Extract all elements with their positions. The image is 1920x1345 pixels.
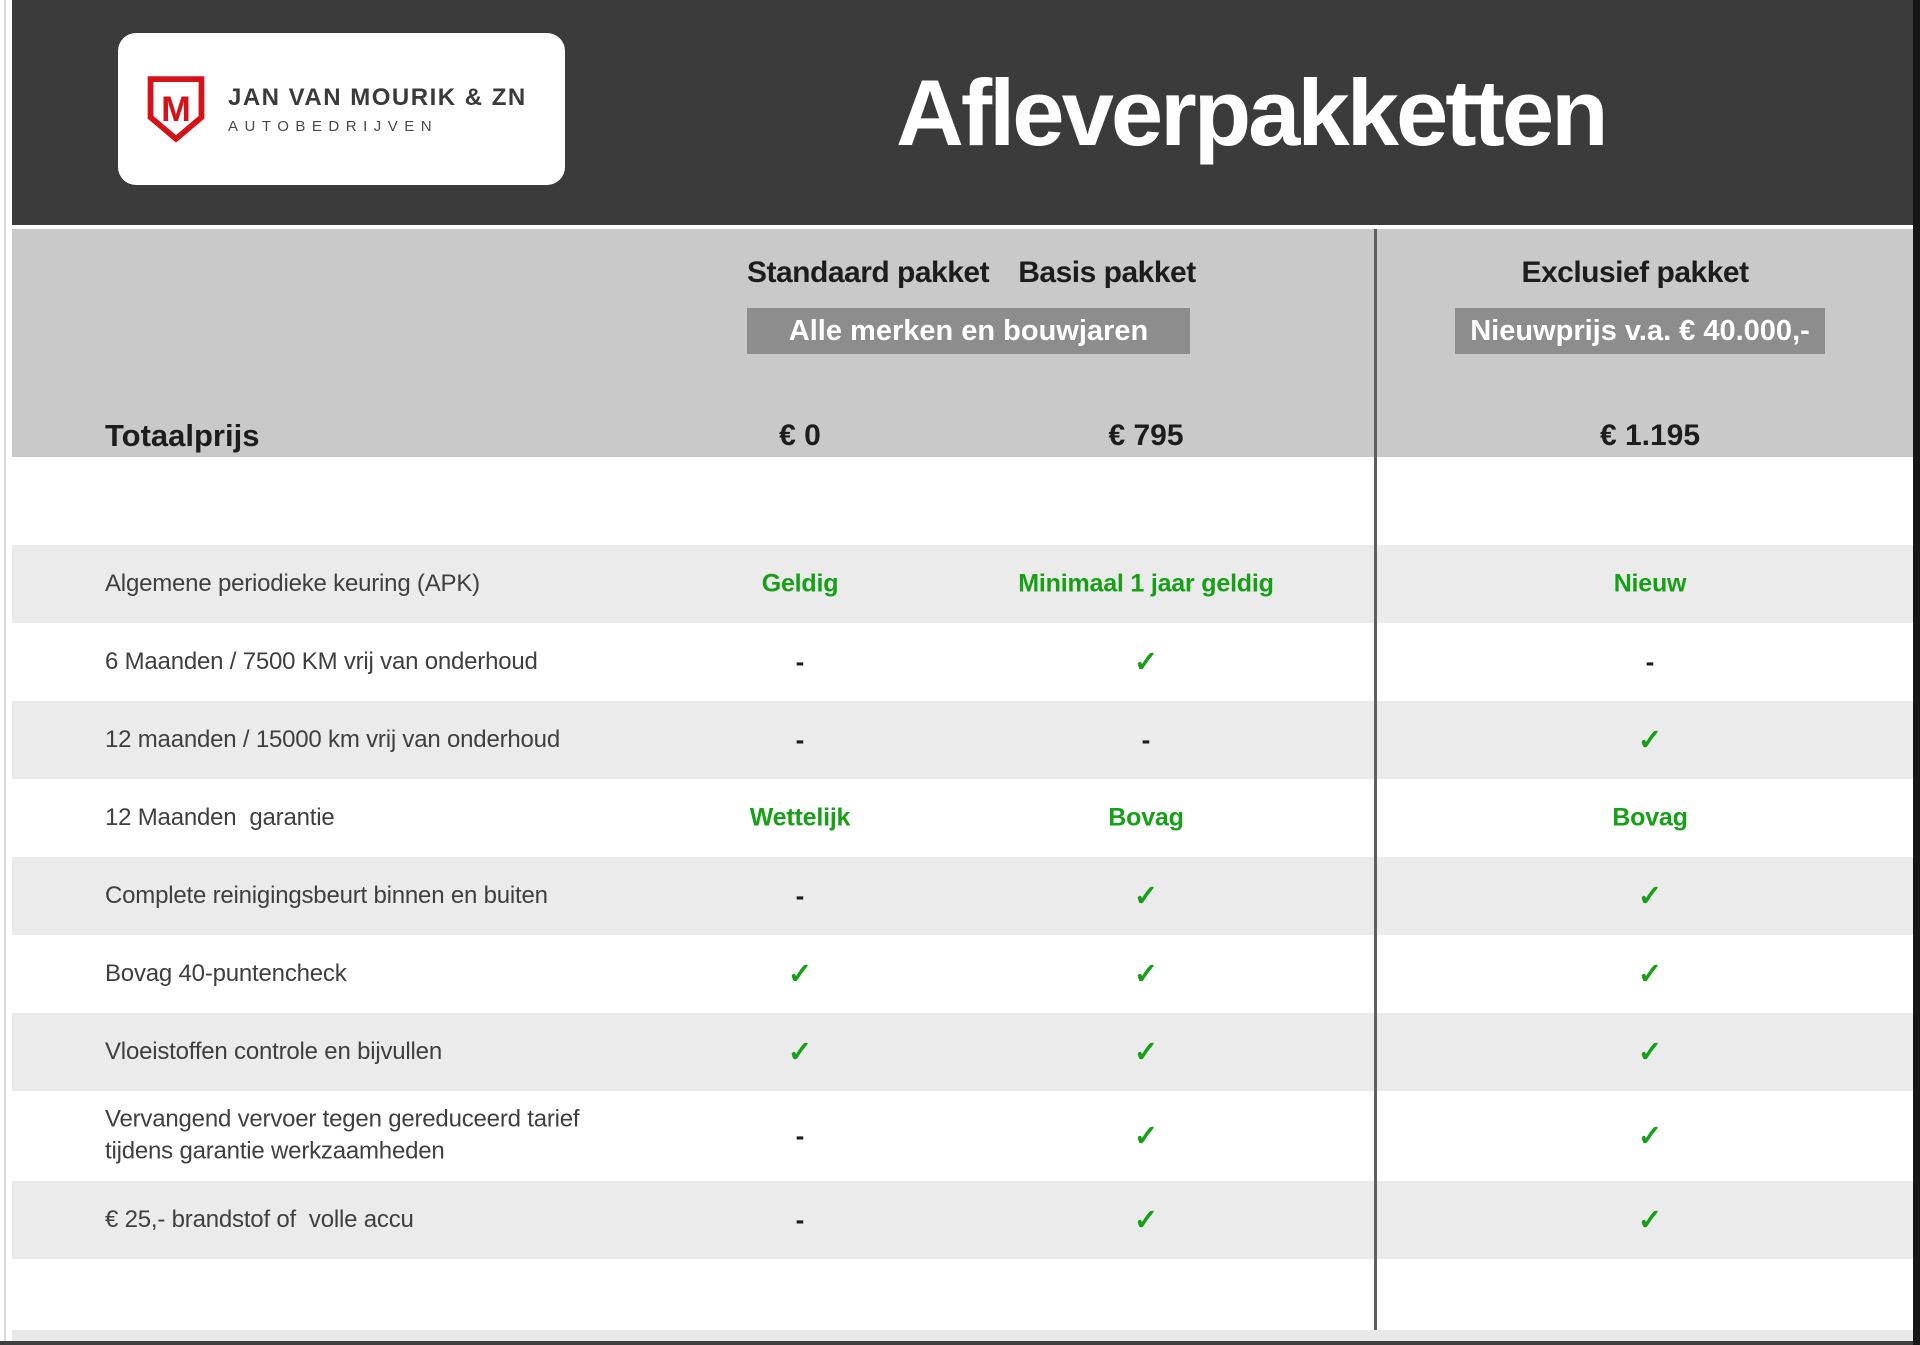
column-header-exclusief: Exclusief pakket [1521,256,1749,289]
table-row: Vloeistoffen controle en bijvullen ✓ ✓ ✓ [12,1013,1916,1091]
brand-shield-icon: M [147,76,205,143]
cell-basis-check-icon: ✓ [1133,1120,1159,1153]
column-divider [1374,229,1377,1342]
column-header-basis: Basis pakket [1018,256,1196,289]
total-price-label: Totaalprijs [105,418,260,453]
right-edge-line [1913,0,1920,1345]
cell-exclusief-value: Nieuw [1613,569,1687,598]
cell-basis-check-icon: ✓ [1133,1204,1159,1237]
badge-nieuwprijs: Nieuwprijs v.a. € 40.000,- [1455,308,1825,354]
cell-exclusief-check-icon: ✓ [1637,1120,1663,1153]
cell-exclusief-check-icon: ✓ [1637,1036,1663,1069]
cell-standaard-value: - [795,1204,805,1235]
svg-text:M: M [161,89,191,129]
page-title: Afleverpakketten [896,59,1609,165]
badge-alle-merken: Alle merken en bouwjaren [747,308,1190,354]
cell-basis-check-icon: ✓ [1133,1036,1159,1069]
cell-standaard-value: - [795,880,805,911]
column-header-standaard: Standaard pakket [747,256,990,289]
total-price-exclusief: € 1.195 [1599,419,1701,452]
cell-exclusief-value: Bovag [1612,803,1688,832]
cell-exclusief-value: - [1645,646,1655,677]
cell-standaard-value: Wettelijk [749,803,851,832]
brand-text: JAN VAN MOURIK & ZN AUTOBEDRIJVEN [228,84,527,135]
table-row: 12 maanden / 15000 km vrij van onderhoud… [12,701,1916,779]
row-label: 12 Maanden garantie [105,803,335,831]
cell-standaard-check-icon: ✓ [787,958,813,991]
cell-exclusief-check-icon: ✓ [1637,724,1663,757]
header-bar: M JAN VAN MOURIK & ZN AUTOBEDRIJVEN Afle… [12,0,1916,225]
cell-basis-check-icon: ✓ [1133,880,1159,913]
table-row: Complete reinigingsbeurt binnen en buite… [12,857,1916,935]
table-row: 12 Maanden garantie Wettelijk Bovag Bovag [12,779,1916,857]
table-row: 6 Maanden / 7500 KM vrij van onderhoud - ✓… [12,623,1916,701]
cell-exclusief-check-icon: ✓ [1637,1204,1663,1237]
table-row: Vervangend vervoer tegen gereduceerd tar… [12,1091,1916,1181]
row-label: Algemene periodieke keuring (APK) [105,569,480,597]
brand-subtitle: AUTOBEDRIJVEN [228,117,439,135]
cell-standaard-value: Geldig [761,569,839,598]
row-label: Bovag 40-puntencheck [105,959,347,987]
row-label: € 25,- brandstof of volle accu [105,1205,414,1233]
row-label: 6 Maanden / 7500 KM vrij van onderhoud [105,647,538,675]
bottom-strip [12,1330,1913,1342]
cell-basis-value: Minimaal 1 jaar geldig [1018,569,1274,598]
row-label: 12 maanden / 15000 km vrij van onderhoud [105,725,560,753]
cell-exclusief-check-icon: ✓ [1637,958,1663,991]
feature-table: Algemene periodieke keuring (APK) Geldig M… [12,545,1916,1259]
table-row: Bovag 40-puntencheck ✓ ✓ ✓ [12,935,1916,1013]
cell-standaard-value: - [795,1120,805,1151]
bottom-edge-line [0,1341,1920,1345]
brand-name: JAN VAN MOURIK & ZN [228,83,527,111]
cell-basis-check-icon: ✓ [1133,958,1159,991]
row-label: Vervangend vervoer tegen gereduceerd tar… [105,1105,580,1165]
package-header-band: Standaard pakket Basis pakket Exclusief … [12,229,1916,457]
row-label: Vloeistoffen controle en bijvullen [105,1037,442,1065]
cell-standaard-value: - [795,724,805,755]
table-row: Algemene periodieke keuring (APK) Geldig M… [12,545,1916,623]
left-edge-line [4,0,6,1345]
table-row: € 25,- brandstof of volle accu - ✓ ✓ [12,1181,1916,1259]
cell-basis-check-icon: ✓ [1133,646,1159,679]
cell-exclusief-check-icon: ✓ [1637,880,1663,913]
total-price-standaard: € 0 [779,419,821,452]
total-price-basis: € 795 [1108,419,1184,452]
cell-standaard-value: - [795,646,805,677]
row-label: Complete reinigingsbeurt binnen en buite… [105,881,548,909]
cell-basis-value: - [1141,724,1151,755]
cell-basis-value: Bovag [1108,803,1184,832]
brand-logo-card: M JAN VAN MOURIK & ZN AUTOBEDRIJVEN [118,33,565,185]
cell-standaard-check-icon: ✓ [787,1036,813,1069]
